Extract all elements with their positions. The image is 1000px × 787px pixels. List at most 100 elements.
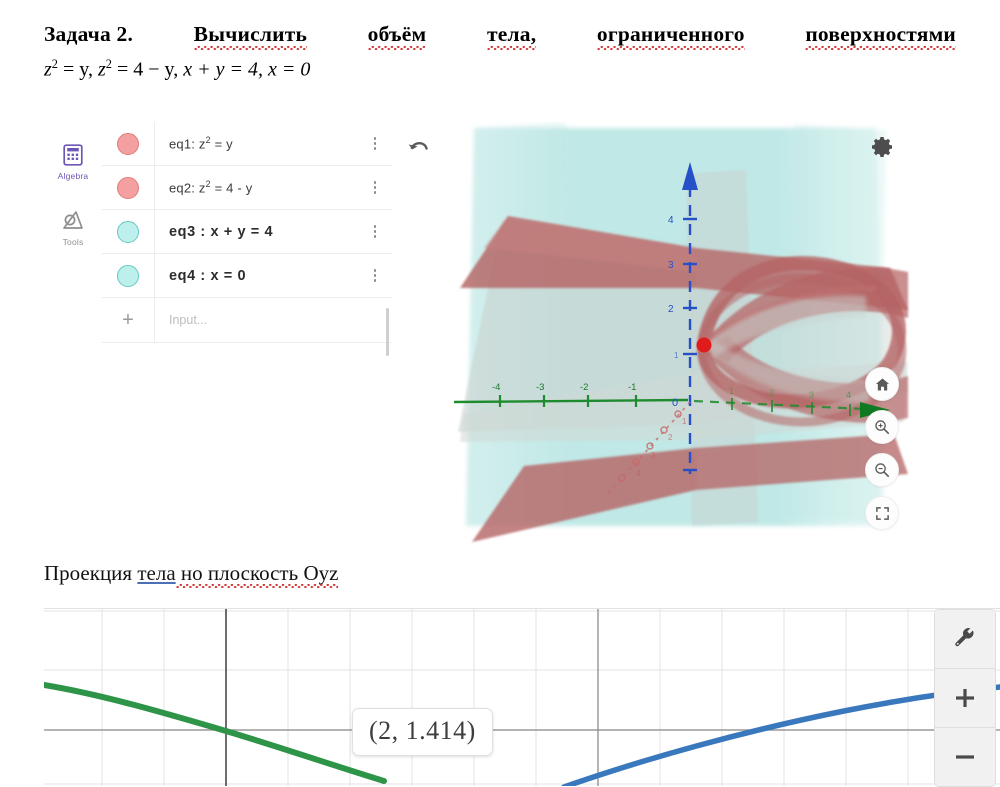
problem-word-4: ограниченного (596, 22, 745, 50)
graph-tooltip: (2, 1.414) (352, 708, 493, 756)
eq1-body: z (198, 136, 206, 152)
svg-text:1: 1 (729, 386, 734, 396)
problem-statement: Задача 2. Вычислить объём тела, ограниче… (44, 22, 956, 82)
table-row[interactable]: eq4 : x = 0 (102, 254, 392, 298)
graph-curves (44, 682, 1000, 786)
graphics-3d-canvas[interactable]: -4 -3 -2 -1 1 2 3 4 4 (446, 122, 910, 546)
axis-y: 1 2 3 4 (607, 401, 691, 495)
algebra-list-scrollbar[interactable] (386, 308, 389, 356)
cone-shading (706, 295, 870, 403)
zoom-out-button[interactable] (935, 728, 995, 786)
formula-sup-1: 2 (51, 57, 58, 71)
geogebra-sidebar-rail: Algebra Tools (44, 122, 103, 546)
color-dot-eq2[interactable] (117, 176, 139, 199)
svg-text:-2: -2 (580, 382, 588, 393)
gear-icon (872, 137, 892, 157)
svg-text:1: 1 (682, 417, 687, 426)
eq4-prefix: eq4 : (169, 267, 206, 284)
eq1-rest: = y (214, 136, 233, 152)
formula-z1: z (44, 58, 52, 81)
problem-word-1: Вычислить (193, 22, 308, 50)
zoom-out-button[interactable] (865, 453, 899, 487)
fullscreen-button[interactable] (865, 496, 899, 530)
plus-icon (956, 689, 974, 707)
geogebra-applet: Algebra Tools eq1: z2 = y (44, 122, 910, 546)
svg-text:-4: -4 (492, 382, 500, 393)
eq2-rest: = 4 - y (214, 180, 253, 196)
eq3-label: eq3 : x + y = 4 (155, 224, 358, 240)
table-row[interactable]: eq3 : x + y = 4 (102, 210, 392, 254)
home-button[interactable] (865, 367, 899, 401)
cropped-text-artifact (300, 0, 480, 6)
problem-word-3: тела, (486, 22, 537, 50)
eq2-body: z (198, 180, 206, 196)
color-dot-eq1[interactable] (117, 132, 139, 155)
svg-text:4: 4 (846, 390, 851, 401)
zoom-out-icon (875, 463, 890, 478)
eq2-visibility-toggle[interactable] (102, 166, 155, 209)
eq2-menu-icon[interactable] (358, 181, 392, 194)
settings-wrench-button[interactable] (935, 610, 995, 669)
svg-text:1: 1 (674, 351, 679, 360)
view-controls-cluster (865, 367, 899, 530)
eq3-visibility-toggle[interactable] (102, 210, 155, 253)
svg-text:4: 4 (636, 468, 641, 478)
sidebar-item-algebra[interactable]: Algebra (44, 144, 102, 181)
caption-after: но плоскость Oyz (175, 561, 339, 585)
zoom-in-button[interactable] (865, 410, 899, 444)
problem-word-5: поверхностями (805, 22, 956, 50)
problem-formula: z2 = y, z2 = 4 − y, x + y = 4, x = 0 (44, 57, 956, 82)
sidebar-item-tools-label: Tools (62, 237, 84, 247)
graph-toolbar (934, 609, 996, 787)
eq2-prefix: eq2: (169, 180, 196, 196)
undo-icon (408, 141, 428, 150)
eq2-exponent: 2 (205, 179, 211, 190)
zoom-in-icon (875, 420, 890, 435)
new-expression-row[interactable]: + Input... (102, 298, 392, 343)
eq1-label: eq1: z2 = y (155, 135, 358, 151)
svg-text:2: 2 (769, 388, 774, 398)
svg-text:-3: -3 (536, 382, 544, 393)
svg-text:3: 3 (809, 390, 814, 400)
graphics-3d-view[interactable]: -4 -3 -2 -1 1 2 3 4 4 (446, 122, 910, 546)
wrench-icon (955, 628, 974, 647)
settings-button[interactable] (870, 134, 896, 160)
svg-text:3: 3 (651, 451, 656, 460)
undo-strip (392, 122, 446, 546)
eq4-menu-icon[interactable] (358, 269, 392, 282)
algebra-input-list: eq1: z2 = y eq2: z2 = 4 - y eq3 : (102, 122, 393, 546)
surface-paraboloid-2 (472, 434, 908, 542)
sidebar-item-tools[interactable]: Tools (44, 210, 102, 247)
problem-word-2: объём (367, 22, 427, 50)
color-dot-eq3[interactable] (117, 220, 139, 243)
expression-input[interactable]: Input... (169, 313, 208, 327)
minus-icon (956, 755, 974, 759)
table-row[interactable]: eq2: z2 = 4 - y (102, 166, 392, 210)
eq1-visibility-toggle[interactable] (102, 122, 155, 165)
undo-button[interactable] (404, 134, 434, 164)
formula-eq-4y: = 4 − y, (116, 58, 179, 81)
table-row[interactable]: eq1: z2 = y (102, 122, 392, 166)
eq4-visibility-toggle[interactable] (102, 254, 155, 297)
caption-link[interactable]: тела (137, 561, 176, 585)
home-icon (875, 378, 889, 390)
color-dot-eq4[interactable] (117, 264, 139, 287)
svg-text:4: 4 (668, 215, 674, 226)
add-expression-button[interactable]: + (102, 298, 155, 342)
eq2-label: eq2: z2 = 4 - y (155, 179, 358, 195)
formula-sup-2: 2 (105, 57, 112, 71)
curve-green (44, 682, 387, 784)
problem-title-line: Задача 2. Вычислить объём тела, ограниче… (44, 22, 956, 50)
eq3-prefix: eq3 : (169, 223, 206, 240)
eq1-menu-icon[interactable] (358, 137, 392, 150)
caption-before: Проекция (44, 561, 138, 585)
eq3-rest: x + y = 4 (210, 223, 274, 240)
formula-eq-y: = y, (63, 58, 93, 81)
vertex-point[interactable] (696, 337, 712, 353)
eq4-rest: x = 0 (210, 267, 247, 284)
desmos-graph[interactable]: z 2 (44, 608, 1000, 786)
svg-text:0: 0 (672, 397, 678, 409)
eq3-menu-icon[interactable] (358, 225, 392, 238)
zoom-in-button[interactable] (935, 669, 995, 728)
svg-text:2: 2 (668, 304, 674, 315)
